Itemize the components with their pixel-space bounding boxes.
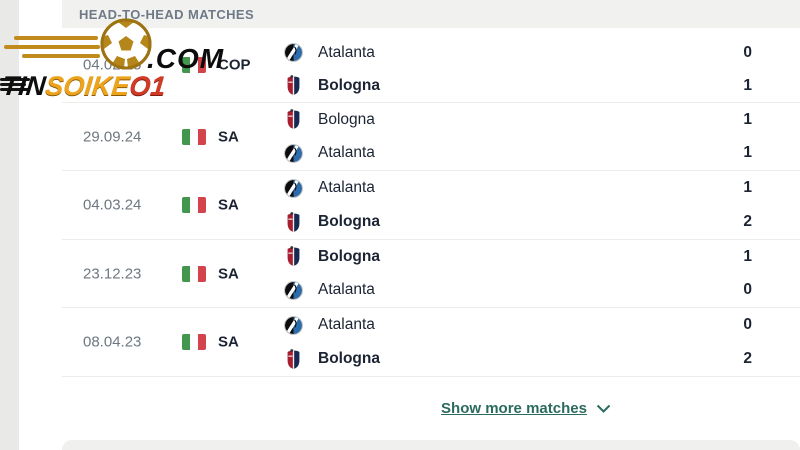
atalanta-logo-icon (284, 178, 303, 199)
match-row[interactable]: 04.02.25 COP Atalanta 0 Bologna 1 (62, 28, 800, 103)
match-teams: Atalanta 1 Bologna 2 (284, 171, 800, 239)
atalanta-logo-icon (284, 42, 303, 63)
team-line: Atalanta 0 (284, 274, 800, 308)
team-line: Bologna 1 (284, 240, 800, 274)
bologna-logo-icon (284, 246, 303, 267)
bologna-logo-icon (284, 349, 303, 370)
team-score: 0 (743, 281, 752, 299)
team-line: Bologna 2 (284, 205, 800, 239)
italy-flag-icon (182, 128, 206, 145)
match-row[interactable]: 23.12.23 SA Bologna 1 Atalanta 0 (62, 240, 800, 308)
bologna-logo-icon (284, 212, 303, 233)
team-name: Atalanta (318, 144, 375, 162)
league-code: SA (218, 333, 239, 351)
team-name: Bologna (318, 110, 375, 128)
show-more-matches-button[interactable]: Show more matches (441, 400, 611, 417)
match-date: 08.04.23 (83, 333, 142, 351)
italy-flag-icon (182, 57, 206, 73)
italy-flag-icon (182, 334, 206, 350)
match-teams: Atalanta 0 Bologna 2 (284, 308, 800, 376)
match-row[interactable]: 29.09.24 SA Bologna 1 Atalanta 1 (62, 103, 800, 171)
italy-flag-icon (182, 265, 206, 282)
match-row[interactable]: 04.03.24 SA Atalanta 1 Bologna 2 (62, 171, 800, 240)
league-code: SA (218, 196, 239, 214)
team-line: Atalanta 0 (284, 308, 800, 342)
atalanta-logo-icon (284, 280, 303, 301)
bologna-logo-icon (284, 109, 303, 130)
show-more-label: Show more matches (441, 400, 587, 417)
team-score: 0 (743, 43, 752, 61)
page-background-gutter (0, 0, 19, 450)
team-score: 1 (743, 110, 752, 128)
match-teams: Bologna 1 Atalanta 0 (284, 240, 800, 307)
match-date: 04.03.24 (83, 196, 142, 214)
team-name: Bologna (318, 247, 380, 265)
team-name: Bologna (318, 76, 380, 94)
team-score: 1 (743, 76, 752, 94)
show-more-zone: Show more matches (62, 377, 800, 440)
team-line: Atalanta 0 (284, 36, 800, 69)
match-date: 04.02.25 (83, 56, 142, 74)
match-teams: Atalanta 0 Bologna 1 (284, 36, 800, 102)
team-name: Atalanta (318, 281, 375, 299)
team-score: 2 (743, 350, 752, 367)
match-date: 29.09.24 (83, 128, 142, 145)
team-name: Bologna (318, 350, 380, 367)
league-code: COP (218, 56, 251, 74)
bologna-logo-icon (284, 75, 303, 96)
atalanta-logo-icon (284, 143, 303, 164)
atalanta-logo-icon (284, 315, 303, 336)
section-title: HEAD-TO-HEAD MATCHES (79, 6, 255, 22)
match-teams: Bologna 1 Atalanta 1 (284, 103, 800, 170)
chevron-down-icon (596, 404, 611, 413)
team-name: Atalanta (318, 179, 375, 196)
team-line: Atalanta 1 (284, 171, 800, 205)
match-row[interactable]: 08.04.23 SA Atalanta 0 Bologna 2 (62, 308, 800, 377)
league-code: SA (218, 128, 239, 145)
italy-flag-icon (182, 197, 206, 213)
matches-list: 04.02.25 COP Atalanta 0 Bologna 1 29.09. (62, 28, 800, 377)
team-line: Bologna 1 (284, 69, 800, 102)
match-date: 23.12.23 (83, 265, 142, 282)
team-name: Atalanta (318, 43, 375, 61)
section-header: HEAD-TO-HEAD MATCHES (62, 0, 800, 28)
team-score: 1 (743, 179, 752, 196)
league-code: SA (218, 265, 239, 282)
team-line: Atalanta 1 (284, 137, 800, 171)
team-line: Bologna 1 (284, 103, 800, 137)
next-section-card-top (62, 440, 800, 450)
team-score: 1 (743, 247, 752, 265)
team-line: Bologna 2 (284, 342, 800, 376)
team-score: 0 (743, 316, 752, 333)
team-score: 2 (743, 213, 752, 230)
team-score: 1 (743, 144, 752, 162)
team-name: Bologna (318, 213, 380, 230)
team-name: Atalanta (318, 316, 375, 333)
